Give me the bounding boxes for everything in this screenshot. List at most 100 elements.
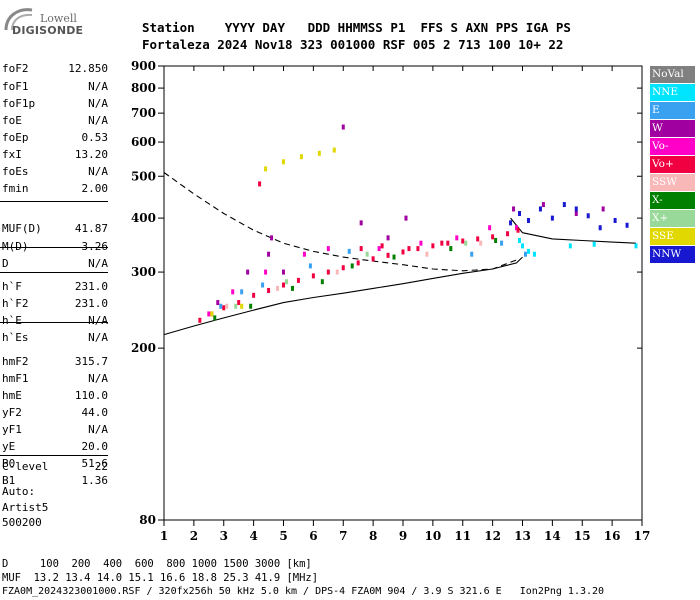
param-row: h`Es N/A bbox=[2, 331, 108, 348]
param-row: foF2 12.850 bbox=[2, 62, 108, 79]
echo-point bbox=[335, 269, 339, 275]
param-row: foF1 N/A bbox=[2, 80, 108, 97]
echo-point bbox=[562, 202, 566, 208]
echo-point bbox=[518, 237, 522, 243]
param-value: 231.0 bbox=[74, 297, 108, 310]
digisonde-logo-icon bbox=[4, 8, 33, 31]
echo-point bbox=[401, 249, 405, 255]
echo-point bbox=[264, 269, 268, 275]
x-tick-label: 2 bbox=[190, 529, 198, 543]
echo-point bbox=[284, 279, 288, 285]
echo-point bbox=[425, 251, 429, 257]
distance-row: D 100 200 400 600 800 1000 1500 3000 [km… bbox=[2, 558, 312, 570]
auto-version: 500200 bbox=[2, 516, 42, 529]
param-row: B1 1.36 bbox=[2, 474, 108, 491]
param-value: N/A bbox=[88, 331, 108, 344]
y-tick-label: 900 bbox=[131, 59, 156, 73]
x-tick-label: 15 bbox=[574, 529, 591, 543]
echo-point bbox=[386, 235, 390, 241]
echo-point bbox=[261, 282, 265, 288]
echo-point bbox=[634, 243, 638, 249]
echo-point bbox=[550, 215, 554, 221]
echo-point bbox=[296, 277, 300, 283]
x-tick-label: 6 bbox=[309, 529, 317, 543]
x-tick-label: 5 bbox=[279, 529, 287, 543]
echo-points bbox=[198, 124, 638, 323]
param-value: 2.00 bbox=[81, 182, 109, 195]
legend-item: Vo+ bbox=[650, 156, 695, 173]
param-value: 41.87 bbox=[74, 222, 108, 235]
echo-point bbox=[282, 159, 285, 165]
param-row: foEp 0.53 bbox=[2, 131, 108, 148]
echo-point bbox=[613, 217, 617, 223]
echo-point bbox=[464, 240, 468, 246]
x-tick-label: 14 bbox=[544, 529, 561, 543]
param-value: N/A bbox=[88, 165, 108, 178]
echo-point bbox=[231, 289, 235, 295]
echo-point bbox=[240, 289, 244, 295]
profile-trace bbox=[163, 256, 523, 336]
param-name: foF1 bbox=[2, 80, 29, 93]
y-tick-label: 400 bbox=[131, 211, 156, 225]
echo-point bbox=[526, 248, 530, 254]
param-row: h`E N/A bbox=[2, 314, 108, 331]
x-tick-label: 3 bbox=[220, 529, 228, 543]
param-value: 12.850 bbox=[68, 62, 108, 75]
echo-point bbox=[532, 251, 536, 257]
param-row: h`F 231.0 bbox=[2, 280, 108, 297]
param-row: D N/A bbox=[2, 257, 108, 274]
y-tick-label: 80 bbox=[139, 513, 156, 527]
echo-point bbox=[252, 292, 256, 298]
y-tick-label: 600 bbox=[131, 135, 156, 149]
param-row: B0 51.6 bbox=[2, 457, 108, 474]
echo-point bbox=[512, 206, 516, 212]
echo-point bbox=[377, 246, 381, 252]
echo-point bbox=[270, 235, 274, 241]
param-value: 110.0 bbox=[74, 389, 108, 402]
param-value: 231.0 bbox=[74, 280, 108, 293]
auto-program: Artist5 bbox=[2, 501, 49, 514]
echo-point bbox=[216, 300, 220, 306]
param-separator bbox=[0, 247, 108, 248]
echo-point bbox=[479, 240, 483, 246]
x-tick-label: 1 bbox=[160, 529, 168, 543]
echo-point bbox=[213, 315, 217, 321]
echo-point bbox=[500, 240, 504, 246]
param-row: hmF2 315.7 bbox=[2, 355, 108, 372]
param-name: yF2 bbox=[2, 406, 22, 419]
x-tick-label: 17 bbox=[634, 529, 651, 543]
echo-point bbox=[347, 248, 351, 254]
param-separator bbox=[0, 322, 108, 323]
param-value: 20.0 bbox=[81, 440, 109, 453]
y-tick-label: 700 bbox=[131, 106, 156, 120]
echo-point bbox=[246, 269, 250, 275]
chart-axes: 1 2 3 4 5 6 7 8 9 10 11 12 13 14 15 16 17802003004005006… bbox=[131, 59, 650, 543]
param-name: foE bbox=[2, 114, 22, 127]
legend-item: NNE bbox=[650, 84, 695, 101]
echo-point bbox=[488, 225, 492, 231]
x-tick-label: 8 bbox=[369, 529, 377, 543]
param-row: foE N/A bbox=[2, 114, 108, 131]
header-labels: Station YYYY DAY DDD HHMMSS P1 FFS S AXN… bbox=[142, 20, 571, 35]
echo-point bbox=[449, 246, 453, 252]
param-row: yE 20.0 bbox=[2, 440, 108, 457]
echo-point bbox=[282, 269, 285, 275]
profile-trace bbox=[163, 172, 517, 272]
echo-point bbox=[350, 263, 354, 269]
legend-item: Vo- bbox=[650, 138, 695, 155]
x-tick-label: 9 bbox=[399, 529, 407, 543]
echo-point bbox=[538, 206, 542, 212]
echo-point bbox=[299, 154, 303, 160]
y-tick-label: 200 bbox=[131, 341, 156, 355]
x-tick-label: 13 bbox=[514, 529, 531, 543]
muf-row: MUF 13.2 13.4 14.0 15.1 16.6 18.8 25.3 4… bbox=[2, 572, 319, 584]
profile-trace bbox=[510, 217, 637, 244]
legend-item: W bbox=[650, 120, 695, 137]
echo-point bbox=[518, 210, 522, 216]
header-values: Fortaleza 2024 Nov18 323 001000 RSF 005 … bbox=[142, 37, 564, 52]
param-value: 22 bbox=[94, 460, 108, 473]
param-name: foF1p bbox=[2, 97, 36, 110]
echo-point bbox=[359, 246, 363, 252]
x-tick-label: 12 bbox=[484, 529, 501, 543]
